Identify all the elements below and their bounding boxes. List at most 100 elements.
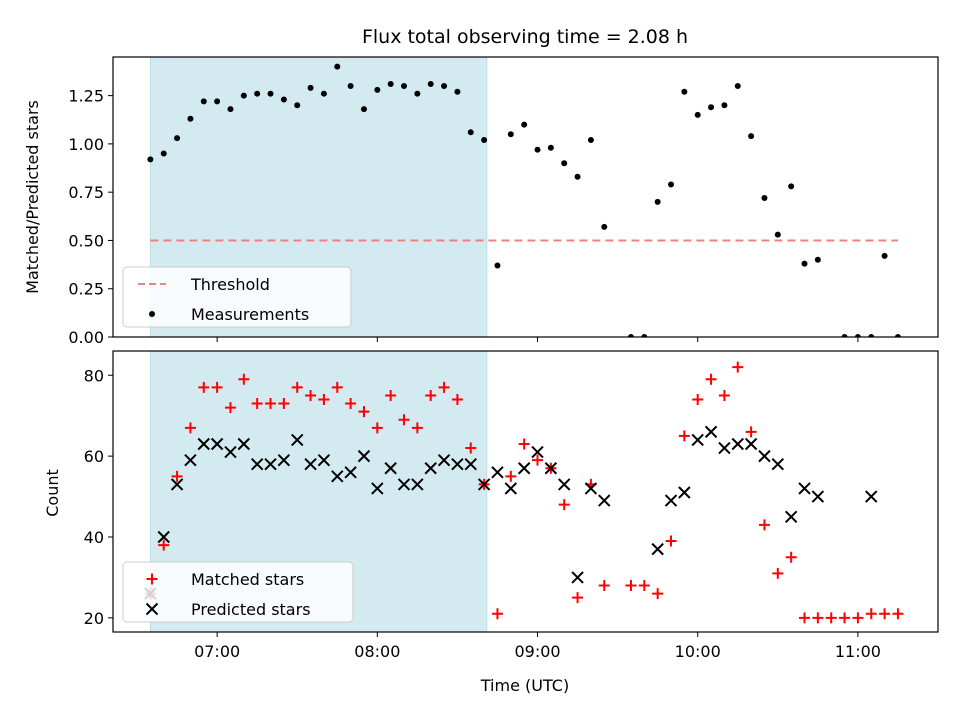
bottom-series-1-point-41	[731, 437, 744, 451]
bottom-series-0-point-5	[211, 381, 223, 393]
bottom-panel: 20 40 60 80 07:00 08:00 09:00 10:00 11:00 Matched…	[84, 350, 939, 661]
bottom-series-0-point-21	[425, 389, 437, 401]
top-series-1-point-39	[681, 88, 688, 95]
bottom-series-1-point-27	[504, 482, 518, 495]
bottom-series-1-point-30	[544, 462, 558, 475]
bottom-series-1-point-25	[477, 478, 491, 491]
top-series-1-point-24	[467, 129, 474, 136]
top-panel: 0.00 0.25 0.50 0.75 1.00 1.25 Threshold Measure…	[68, 56, 939, 347]
top-legend-label-0: Threshold	[190, 275, 270, 294]
bottom-y-axis-label: Count	[43, 469, 62, 517]
bottom-series-0-point-6	[224, 402, 236, 414]
bottom-series-0-point-12	[305, 389, 317, 401]
bottom-series-1-point-33	[584, 482, 598, 495]
top-series-1-point-46	[774, 231, 781, 238]
bottom-series-0-point-32	[572, 592, 584, 604]
top-series-1-point-41	[708, 104, 715, 111]
top-series-1-point-54	[894, 334, 901, 337]
bottom-series-1-point-10	[277, 453, 291, 467]
bottom-series-0-point-46	[772, 567, 784, 579]
bottom-series-0-point-34	[598, 580, 610, 592]
top-series-1-point-43	[734, 82, 741, 89]
bottom-series-0-point-28	[518, 438, 530, 450]
top-series-1-point-36	[641, 334, 648, 337]
bottom-series-0-point-45	[758, 519, 770, 531]
top-series-1-point-26	[494, 262, 501, 269]
top-series-1-point-44	[748, 133, 755, 140]
top-series-1-point-8	[254, 90, 261, 97]
top-series-1-point-3	[187, 115, 194, 122]
bottom-series-1-point-15	[344, 466, 357, 479]
bottom-series-1-point-6	[224, 445, 237, 459]
bottom-series-0-point-9	[265, 398, 277, 410]
bottom-series-1-point-44	[771, 458, 785, 471]
bottom-series-0-point-2	[171, 470, 183, 482]
top-y-tick-label-1: 0.25	[68, 280, 104, 299]
bottom-series-0-point-51	[839, 612, 851, 624]
top-series-1-point-11	[294, 102, 301, 109]
bottom-series-0-point-4	[198, 381, 210, 393]
top-series-1-point-38	[668, 181, 675, 188]
bottom-series-1-point-11	[291, 433, 304, 447]
bottom-series-0-point-17	[371, 422, 383, 434]
top-y-axis-label: Matched/Predicted stars	[23, 100, 42, 294]
bottom-series-0-point-38	[665, 535, 677, 547]
bottom-y-tick-label-1: 40	[84, 528, 104, 547]
bottom-plot-area	[144, 361, 904, 624]
top-y-tick-label-4: 1.00	[68, 135, 104, 154]
bottom-series-1-point-35	[651, 542, 664, 556]
bottom-series-1-point-45	[784, 510, 798, 523]
bottom-legend-label-0: Matched stars	[191, 570, 304, 589]
bottom-series-1-point-1	[157, 530, 170, 544]
bottom-series-1-point-40	[718, 441, 731, 455]
bottom-series-1-point-24	[464, 458, 477, 471]
top-series-1-point-29	[534, 146, 541, 153]
bottom-series-0-point-24	[465, 442, 477, 454]
bottom-legend-marker-0	[146, 573, 158, 585]
bottom-series-1-point-16	[357, 449, 371, 463]
bottom-series-1-point-47	[811, 490, 825, 503]
bottom-series-0-point-50	[825, 612, 837, 624]
top-series-1-point-52	[868, 334, 875, 337]
bottom-series-0-point-15	[345, 398, 357, 410]
bottom-series-0-point-29	[532, 454, 544, 466]
top-series-1-point-47	[788, 183, 795, 190]
top-series-1-point-28	[521, 121, 528, 128]
top-series-1-point-13	[320, 90, 327, 97]
top-series-1-point-27	[507, 131, 514, 138]
bottom-series-1-point-28	[517, 462, 531, 475]
top-series-1-point-7	[240, 92, 247, 99]
top-series-1-point-18	[387, 81, 394, 88]
x-axis-label: Time (UTC)	[480, 676, 569, 695]
top-series-1-point-10	[280, 96, 287, 103]
bottom-series-1-point-13	[317, 453, 331, 467]
x-tick-label-1: 08:00	[354, 642, 400, 661]
top-series-1-point-40	[694, 111, 701, 118]
bottom-y-tick-label-0: 20	[84, 609, 104, 628]
top-series-1-point-14	[334, 63, 341, 70]
x-tick-label-0: 07:00	[194, 642, 240, 661]
top-series-1-point-30	[547, 144, 554, 151]
series-predicted-stars	[144, 425, 878, 600]
bottom-series-1-point-26	[491, 466, 504, 479]
bottom-series-0-point-14	[331, 381, 343, 393]
top-plot-area	[147, 63, 901, 337]
bottom-series-0-point-22	[438, 381, 450, 393]
bottom-series-0-point-8	[251, 398, 263, 410]
bottom-series-0-point-48	[799, 612, 811, 624]
bottom-series-0-point-53	[865, 608, 877, 620]
bottom-series-1-point-38	[691, 433, 704, 447]
bottom-series-0-point-11	[291, 381, 303, 393]
bottom-series-0-point-44	[745, 426, 757, 438]
bottom-series-1-point-3	[184, 453, 197, 467]
top-legend: Threshold Measurements	[122, 266, 352, 328]
bottom-series-0-point-31	[558, 499, 570, 511]
bottom-series-0-point-23	[451, 394, 463, 406]
top-series-1-point-37	[654, 198, 661, 205]
bottom-series-1-point-31	[558, 478, 571, 491]
bottom-series-0-point-3	[184, 422, 196, 434]
bottom-series-1-point-48	[865, 490, 878, 503]
top-series-1-point-35	[627, 334, 634, 337]
bottom-series-0-point-10	[278, 398, 290, 410]
